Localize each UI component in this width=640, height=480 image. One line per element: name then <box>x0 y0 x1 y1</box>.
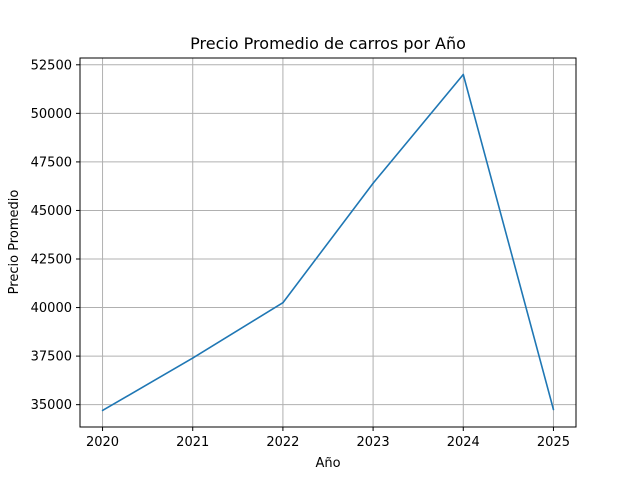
data-point <box>552 408 555 411</box>
x-tick-label: 2023 <box>357 435 390 450</box>
y-tick-label: 52500 <box>31 58 72 73</box>
y-tick-label: 47500 <box>31 155 72 170</box>
data-point <box>101 409 104 412</box>
y-axis-label: Precio Promedio <box>7 190 22 295</box>
x-tick-label: 2020 <box>86 435 119 450</box>
data-point <box>191 357 194 359</box>
data-point <box>282 301 284 304</box>
chart-title: Precio Promedio de carros por Año <box>190 34 466 53</box>
y-tick-label: 42500 <box>31 253 72 268</box>
series-group <box>101 73 555 412</box>
y-tick-label: 37500 <box>31 350 72 365</box>
data-point <box>372 182 374 185</box>
x-tick-label: 2021 <box>176 435 209 450</box>
x-tick-label: 2025 <box>537 435 570 450</box>
y-tick-label: 40000 <box>31 301 72 316</box>
x-tick-label: 2022 <box>266 435 299 450</box>
x-axis: 2020 2021 2022 2023 2024 2025 <box>86 427 570 450</box>
plot-frame <box>79 57 577 428</box>
x-axis-label: Año <box>315 456 340 471</box>
series-line <box>102 73 555 412</box>
x-tick-label: 2024 <box>447 435 480 450</box>
y-tick-label: 35000 <box>31 398 72 413</box>
y-tick-label: 45000 <box>31 204 72 219</box>
y-axis: 35000 37500 40000 42500 45000 47500 50000 52500 <box>31 58 80 413</box>
y-tick-label: 50000 <box>31 107 72 122</box>
grid <box>80 58 576 427</box>
data-point <box>462 73 465 76</box>
